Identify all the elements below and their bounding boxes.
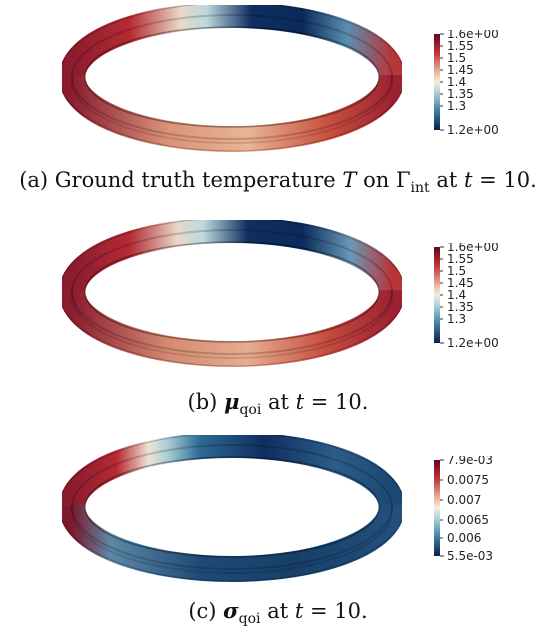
torus-render-c [62,435,402,582]
colorbar-tick-label: 5.5e-03 [447,549,493,563]
figure-panel-c: 7.9e-03 0.0075 0.007 0.0065 0.006 5.5e-0… [0,430,556,633]
colorbar-ticks [440,459,444,557]
caption-symbol: μ [224,389,240,414]
caption-subscript: qoi [239,402,262,419]
colorbar-tick-label: 7.9e-03 [447,456,493,467]
colorbar-ticks [440,33,444,131]
colorbar-tick-label: 1.6e+00 [447,243,499,254]
colorbar-tick-label: 1.35 [447,300,474,314]
colorbar-tick-label: 1.45 [447,63,474,77]
colorbar-tick-label: 1.2e+00 [447,336,499,350]
caption-text: on [363,168,390,192]
colorbar-ticks [440,246,444,344]
caption-time-variable: t [295,390,305,414]
colorbar-gradient [434,34,440,130]
colorbar-tick-label: 1.4 [447,288,466,302]
caption-time-value: = 10. [479,168,537,192]
caption-a: (a) Ground truth temperature T on Γint a… [0,168,556,196]
colorbar-tick-label: 1.45 [447,276,474,290]
caption-time-value: = 10. [310,599,368,623]
colorbar-a: 1.6e+00 1.55 1.5 1.45 1.4 1.35 1.3 1.2e+… [434,30,499,137]
colorbar-c: 7.9e-03 0.0075 0.007 0.0065 0.006 5.5e-0… [434,456,493,563]
caption-symbol: σ [223,598,239,623]
colorbar-tick-label: 1.2e+00 [447,123,499,137]
caption-time-variable: t [294,599,304,623]
caption-text: at [436,168,458,192]
caption-time-value: = 10. [310,390,369,414]
torus-render-a [62,5,402,152]
figure-panel-a: 1.6e+00 1.55 1.5 1.45 1.4 1.35 1.3 1.2e+… [0,0,556,205]
colorbar-tick-label: 1.3 [447,312,466,326]
caption-label: (a) Ground truth temperature [19,168,336,192]
caption-subscript: int [410,180,430,197]
colorbar-gradient [434,460,440,556]
colorbar-tick-label: 1.5 [447,264,466,278]
colorbar-tick-label: 0.006 [447,531,481,545]
colorbar-tick-label: 1.5 [447,51,466,65]
colorbar-b: 1.6e+00 1.55 1.5 1.45 1.4 1.35 1.3 1.2e+… [434,243,499,350]
colorbar-tick-label: 1.55 [447,252,474,266]
caption-text: at [267,599,289,623]
colorbar-tick-label: 1.35 [447,87,474,101]
caption-c: (c) σqoi at t = 10. [0,598,556,627]
colorbar-gradient [434,247,440,343]
figure-panel-b: 1.6e+00 1.55 1.5 1.45 1.4 1.35 1.3 1.2e+… [0,215,556,420]
caption-time-variable: t [463,168,473,192]
colorbar-tick-label: 0.0065 [447,513,489,527]
caption-symbol: Γ [395,168,411,192]
torus-render-b [62,220,402,367]
colorbar-tick-label: 0.007 [447,493,481,507]
caption-b: (b) μqoi at t = 10. [0,389,556,418]
colorbar-tick-label: 1.4 [447,75,466,89]
caption-label: (b) [187,390,218,414]
colorbar-tick-label: 1.6e+00 [447,30,499,41]
colorbar-tick-label: 1.55 [447,39,474,53]
caption-variable: T [342,168,357,192]
caption-label: (c) [188,599,217,623]
caption-subscript: qoi [238,611,261,628]
colorbar-tick-label: 0.0075 [447,473,489,487]
colorbar-tick-label: 1.3 [447,99,466,113]
caption-text: at [268,390,289,414]
